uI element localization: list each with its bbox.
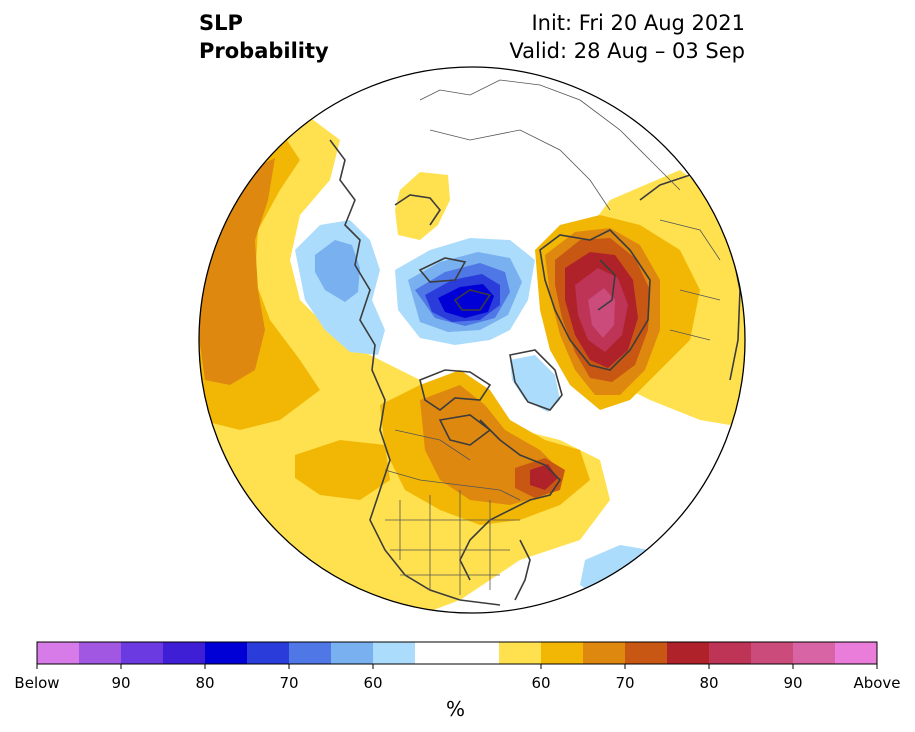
colorbar-cell [247,642,290,664]
colorbar-cell [709,642,752,664]
colorbar-cells [37,642,878,664]
colorbar-tick-label: 70 [279,674,298,692]
colorbar-cell [37,642,80,664]
colorbar-unit: % [446,697,466,721]
title-right: Init: Fri 20 Aug 2021 Valid: 28 Aug – 03… [509,9,745,65]
colorbar: Below 90 80 70 60 60 70 80 90 Above [14,641,901,692]
colorbar-tick-label: 60 [363,674,382,692]
colorbar-cell [205,642,248,664]
polar-map [198,66,746,614]
variable-label: SLP [199,11,243,35]
product-label: Probability [199,39,329,63]
probability-field [199,67,745,613]
colorbar-cell [331,642,374,664]
colorbar-cell [793,642,836,664]
colorbar-cell [373,642,416,664]
colorbar-labels: Below 90 80 70 60 60 70 80 90 Above [14,664,901,692]
colorbar-cell [79,642,122,664]
contour-yellow-north [395,172,450,240]
colorbar-cell [499,642,542,664]
contour-pink-east [588,288,615,338]
colorbar-tick-label: Below [14,674,59,692]
colorbar-frame [36,641,878,665]
colorbar-tick-label: 60 [531,674,550,692]
colorbar-cell [751,642,794,664]
contour-lightblue-greenland [510,355,560,412]
colorbar-cell [289,642,332,664]
title-left: SLP Probability [199,9,329,65]
colorbar-cell [541,642,584,664]
colorbar-tick-label: 90 [783,674,802,692]
colorbar-cell [625,642,668,664]
init-date: Init: Fri 20 Aug 2021 [531,11,745,35]
coastlines [329,139,741,606]
colorbar-cell [415,642,458,664]
contour-blue-west [315,240,360,302]
colorbar-cell [457,642,500,664]
colorbar-cell [667,642,710,664]
contour-orange-southwest [295,440,390,500]
colorbar-tick-label: 90 [111,674,130,692]
valid-period: Valid: 28 Aug – 03 Sep [509,39,745,63]
colorbar-tick-label: 80 [195,674,214,692]
colorbar-cell [163,642,206,664]
colorbar-cell [121,642,164,664]
colorbar-cell [835,642,878,664]
map-outline [198,66,746,614]
colorbar-tick-label: 70 [615,674,634,692]
political-borders [384,79,721,595]
colorbar-tick-label: Above [853,674,900,692]
colorbar-tick-label: 80 [699,674,718,692]
colorbar-cell [583,642,626,664]
